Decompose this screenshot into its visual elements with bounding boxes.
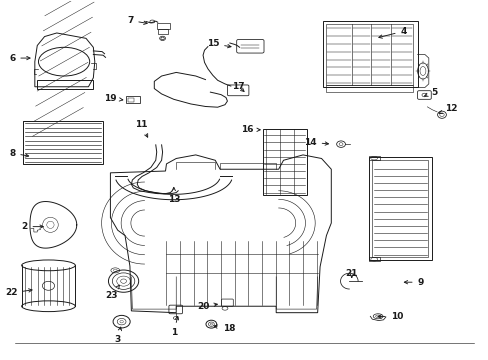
Bar xyxy=(326,24,412,85)
Bar xyxy=(368,157,431,260)
Text: 4: 4 xyxy=(378,27,406,38)
Text: 16: 16 xyxy=(240,125,260,134)
Text: 13: 13 xyxy=(167,187,180,204)
Text: 9: 9 xyxy=(404,278,423,287)
Text: 1: 1 xyxy=(170,316,178,337)
Text: 17: 17 xyxy=(232,82,244,91)
Bar xyxy=(128,98,134,102)
Text: 14: 14 xyxy=(304,138,328,147)
Text: 10: 10 xyxy=(377,312,402,321)
Text: 21: 21 xyxy=(345,269,357,278)
Text: 12: 12 xyxy=(438,104,457,114)
Text: 15: 15 xyxy=(206,39,230,48)
Text: 3: 3 xyxy=(114,327,122,344)
Bar xyxy=(22,121,103,164)
Text: 22: 22 xyxy=(5,288,32,297)
Text: 7: 7 xyxy=(127,16,147,25)
Text: 5: 5 xyxy=(424,87,436,96)
Text: 11: 11 xyxy=(135,120,147,137)
Text: 2: 2 xyxy=(21,222,43,231)
Text: 20: 20 xyxy=(197,302,217,311)
Bar xyxy=(368,257,379,261)
Bar xyxy=(326,85,412,92)
Text: 6: 6 xyxy=(9,54,30,63)
Text: 23: 23 xyxy=(105,285,119,300)
Bar xyxy=(126,96,140,103)
Text: 8: 8 xyxy=(9,149,29,158)
Bar xyxy=(322,21,417,87)
Bar xyxy=(158,29,168,34)
Text: 18: 18 xyxy=(214,324,235,333)
Bar xyxy=(263,129,306,195)
Bar xyxy=(368,156,379,160)
Text: 19: 19 xyxy=(104,94,122,103)
Bar xyxy=(157,23,170,29)
Bar xyxy=(371,160,427,257)
Bar xyxy=(37,80,93,89)
